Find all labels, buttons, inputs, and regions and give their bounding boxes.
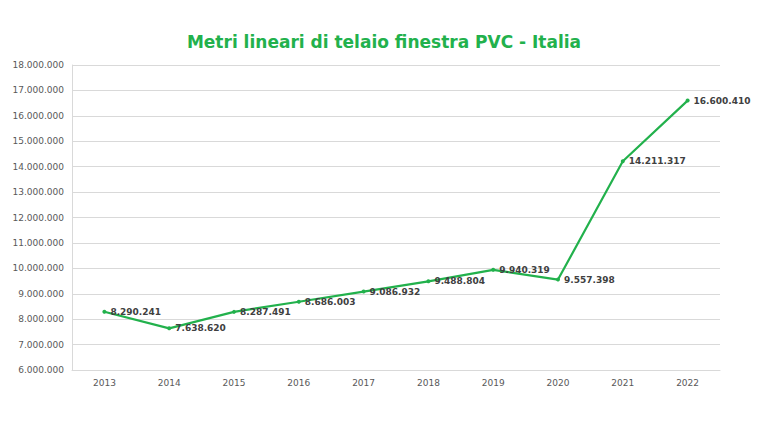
svg-text:16.000.000: 16.000.000	[12, 111, 64, 121]
svg-text:17.000.000: 17.000.000	[12, 85, 64, 95]
svg-text:2019: 2019	[482, 378, 505, 388]
svg-text:14.211.317: 14.211.317	[629, 156, 686, 166]
svg-text:9.940.319: 9.940.319	[499, 265, 550, 275]
svg-text:2018: 2018	[417, 378, 440, 388]
svg-text:2020: 2020	[547, 378, 570, 388]
svg-text:15.000.000: 15.000.000	[12, 136, 64, 146]
svg-text:11.000.000: 11.000.000	[12, 238, 64, 248]
svg-text:Metri lineari di telaio finest: Metri lineari di telaio finestra PVC - I…	[187, 32, 581, 52]
svg-text:2015: 2015	[223, 378, 246, 388]
svg-text:2013: 2013	[93, 378, 116, 388]
svg-text:7.000.000: 7.000.000	[18, 340, 64, 350]
svg-text:8.686.003: 8.686.003	[305, 297, 356, 307]
svg-text:16.600.410: 16.600.410	[694, 96, 751, 106]
svg-text:7.638.620: 7.638.620	[175, 323, 226, 333]
svg-text:2021: 2021	[611, 378, 634, 388]
svg-text:9.557.398: 9.557.398	[564, 275, 615, 285]
svg-text:8.290.241: 8.290.241	[110, 307, 161, 317]
svg-text:14.000.000: 14.000.000	[12, 162, 64, 172]
svg-text:12.000.000: 12.000.000	[12, 213, 64, 223]
svg-text:2016: 2016	[287, 378, 310, 388]
svg-text:2022: 2022	[676, 378, 699, 388]
svg-text:6.000.000: 6.000.000	[18, 365, 64, 375]
svg-text:9.086.932: 9.086.932	[370, 287, 421, 297]
svg-text:9.000.000: 9.000.000	[18, 289, 64, 299]
svg-text:9.488.804: 9.488.804	[434, 276, 485, 286]
svg-text:10.000.000: 10.000.000	[12, 263, 64, 273]
svg-text:2017: 2017	[352, 378, 375, 388]
svg-text:13.000.000: 13.000.000	[12, 187, 64, 197]
svg-text:8.000.000: 8.000.000	[18, 314, 64, 324]
svg-text:18.000.000: 18.000.000	[12, 60, 64, 70]
svg-text:2014: 2014	[158, 378, 181, 388]
svg-text:8.287.491: 8.287.491	[240, 307, 291, 317]
